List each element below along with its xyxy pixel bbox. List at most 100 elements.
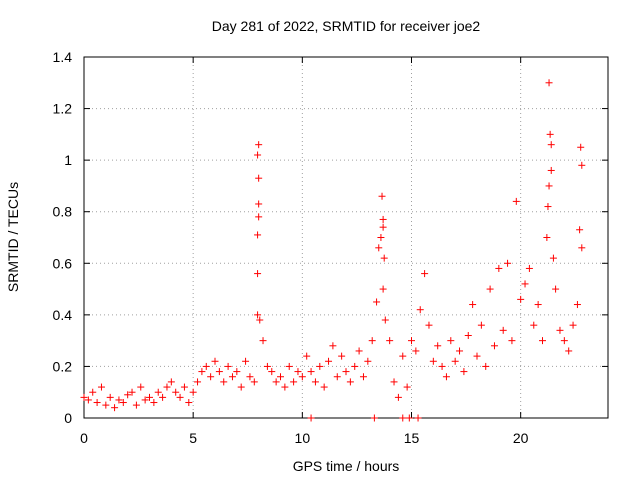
data-point [124,391,132,399]
data-point [577,143,585,151]
data-point [573,301,581,309]
data-point [544,203,552,211]
data-point [207,373,215,381]
data-point [316,362,324,370]
data-point [447,337,455,345]
data-point [255,141,263,149]
data-point [414,414,422,422]
data-point [176,393,184,401]
data-point [194,378,202,386]
data-point [438,362,446,370]
data-point [373,298,381,306]
x-tick-label: 15 [404,430,420,446]
data-point [307,368,315,376]
data-point [167,378,175,386]
data-point [460,368,468,376]
x-tick-label: 20 [513,430,529,446]
data-point [119,399,127,407]
data-point [539,337,546,345]
data-point [242,357,250,365]
data-point [233,368,241,376]
data-point [508,337,516,345]
data-point [255,200,263,208]
data-point [546,130,554,138]
y-axis-label: SRMTID / TECUs [5,182,21,292]
data-point [285,362,293,370]
data-point [549,254,557,262]
data-point [281,383,289,391]
x-tick-label: 5 [189,430,197,446]
data-point [259,337,267,345]
data-point [495,264,503,272]
grid-lines [84,57,608,418]
data-point [268,368,276,376]
data-point [211,357,219,365]
data-point [198,368,206,376]
data-point [172,388,180,396]
data-point [556,326,564,334]
data-point [254,270,262,278]
data-point [543,234,551,241]
data-point [115,396,123,404]
data-point [325,357,333,365]
data-point [163,383,171,391]
data-point [379,223,387,231]
data-point [254,231,262,239]
data-point [180,383,188,391]
data-point [512,197,520,205]
data-point [84,396,92,404]
data-point [545,79,553,87]
data-point [311,378,319,386]
data-point [89,388,97,396]
data-point [102,401,110,409]
data-point [456,347,464,355]
data-point [429,357,437,365]
data-point [237,383,245,391]
data-point [490,342,498,350]
data-point [256,316,264,324]
plot-frame [83,56,609,419]
data-point [272,378,280,386]
data-point [254,311,262,319]
data-point [159,393,167,401]
data-point [215,368,223,376]
data-point [254,151,262,159]
data-point [97,383,105,391]
data-point [93,399,101,407]
data-point [565,347,573,355]
data-point [111,404,119,412]
data-point [477,321,485,329]
data-point [547,141,555,149]
data-points [80,79,586,422]
data-point [521,280,529,288]
data-point [355,347,363,355]
data-point [80,393,88,401]
data-point [390,378,398,386]
data-point [377,234,385,241]
data-point [298,373,306,381]
data-point [530,321,538,329]
data-point [370,414,378,422]
data-point [416,306,424,314]
data-point [333,373,341,381]
data-point [552,285,560,293]
x-axis-label: GPS time / hours [293,458,400,474]
data-point [364,357,372,365]
data-point [378,192,386,200]
axis-ticks: 0 0.2 0.4 0.6 0.8 1 1.2 1.4 0 5 10 15 20 [53,49,608,446]
data-point [469,301,477,309]
data-point [434,342,442,350]
y-tick-label: 0.4 [53,307,73,323]
y-tick-label: 0 [64,410,72,426]
data-point [578,244,586,252]
data-point [504,259,512,267]
data-point [380,254,388,262]
data-point [320,383,328,391]
data-point [394,393,402,401]
data-point [576,226,584,234]
data-point [473,352,481,360]
data-point [329,342,337,350]
data-point [451,357,459,365]
